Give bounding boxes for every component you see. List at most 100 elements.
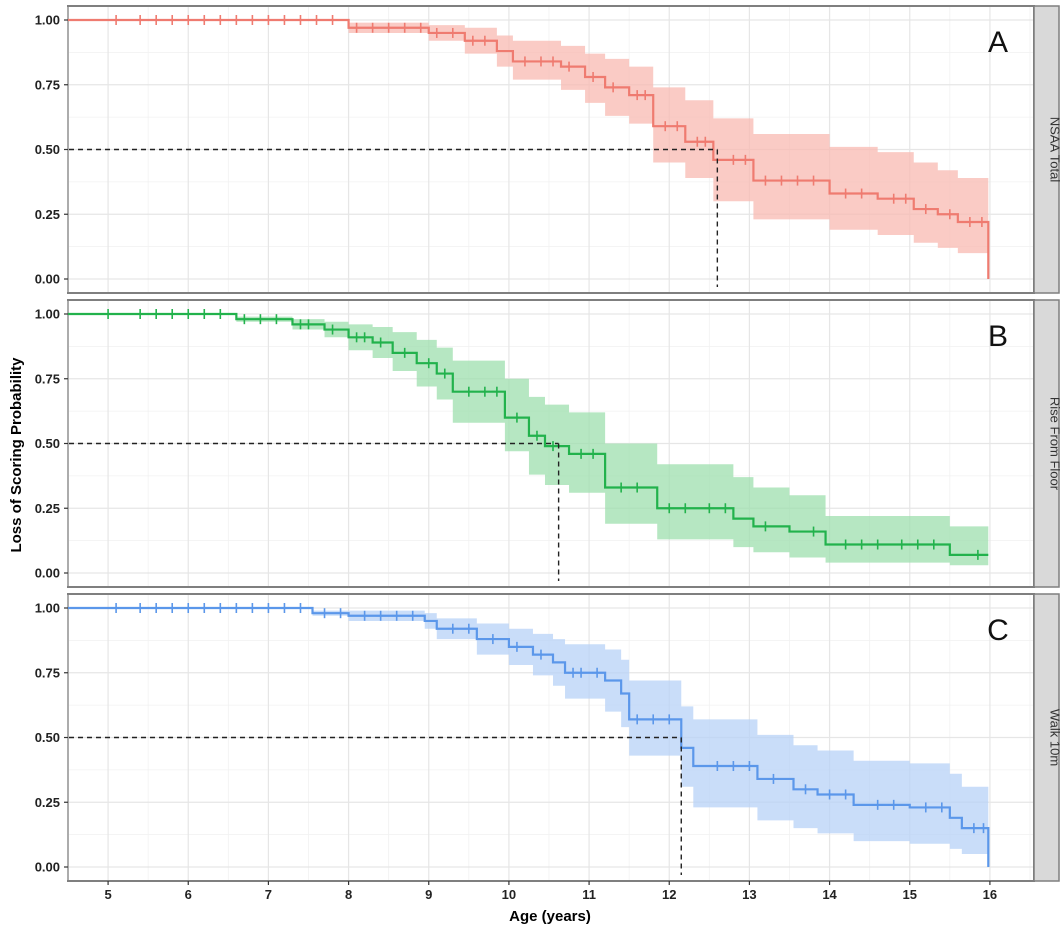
censor-mark: [231, 603, 242, 613]
y-tick-label: 0.50: [35, 730, 60, 745]
censor-mark: [576, 667, 587, 678]
censor-mark: [936, 802, 947, 813]
censor-mark: [423, 358, 434, 369]
censor-mark: [295, 15, 306, 25]
censor-mark: [616, 482, 627, 493]
y-tick-label: 0.00: [35, 566, 60, 581]
facet-strip: [1033, 299, 1060, 588]
y-tick-label: 1.00: [35, 307, 60, 322]
censor-mark: [215, 309, 226, 319]
panel-letter: A: [988, 26, 1008, 59]
censor-mark: [720, 503, 731, 514]
y-tick-label: 0.50: [35, 436, 60, 451]
panel-c: Walk 10m 0.00 0.25 0.50 0.75 1.00 C: [35, 593, 1061, 882]
censor-mark: [888, 799, 899, 810]
censor-mark: [704, 503, 715, 514]
x-tick-label: 15: [903, 887, 917, 902]
censor-mark: [972, 549, 983, 560]
censor-mark: [375, 337, 386, 348]
x-tick-label: 11: [582, 887, 596, 902]
y-tick-label: 0.25: [35, 795, 60, 810]
x-tick-label: 13: [742, 887, 756, 902]
censor-mark: [511, 641, 522, 652]
censor-mark: [840, 539, 851, 550]
x-axis-title: Age (years): [509, 908, 591, 925]
y-tick-label: 0.75: [35, 665, 60, 680]
censor-mark: [263, 15, 274, 25]
censor-mark: [632, 714, 643, 725]
censor-mark: [199, 15, 210, 25]
censor-mark: [407, 610, 418, 621]
censor-mark: [399, 347, 410, 358]
y-tick-label: 0.75: [35, 77, 60, 92]
censor-mark: [487, 634, 498, 645]
censor-mark: [548, 56, 559, 67]
censor-mark: [768, 773, 779, 784]
censor-mark: [760, 175, 771, 186]
censor-mark: [391, 610, 402, 621]
censor-mark: [431, 27, 442, 38]
censor-mark: [183, 309, 194, 319]
panels-group: NSAA Total 0.00 0.25 0.50 0.75 1.00 A Rise From…: [35, 5, 1061, 902]
x-tick-label: 14: [822, 887, 837, 902]
censor-mark: [664, 714, 675, 725]
censor-mark: [303, 319, 314, 330]
censor-mark: [239, 314, 250, 325]
censor-mark: [375, 610, 386, 621]
censor-mark: [311, 15, 322, 25]
censor-mark: [856, 188, 867, 199]
censor-mark: [792, 175, 803, 186]
y-tick-label: 0.25: [35, 501, 60, 516]
censor-mark: [463, 386, 474, 397]
confidence-band: [68, 608, 989, 855]
censor-mark: [976, 217, 987, 228]
facet-strip-label: Rise From Floor: [1048, 397, 1061, 491]
censor-mark: [872, 799, 883, 810]
facet-strip: [1033, 5, 1060, 294]
panel-a: NSAA Total 0.00 0.25 0.50 0.75 1.00 A: [35, 5, 1061, 294]
censor-mark: [111, 15, 122, 25]
censor-mark: [335, 608, 346, 619]
censor-mark: [680, 503, 691, 514]
facet-strip: [1033, 593, 1060, 882]
censor-mark: [519, 56, 530, 67]
censor-mark: [183, 603, 194, 613]
censor-mark: [900, 193, 911, 204]
censor-mark: [167, 15, 178, 25]
censor-mark: [588, 71, 599, 82]
censor-mark: [135, 15, 146, 25]
panel-letter: C: [987, 614, 1009, 647]
censor-mark: [912, 539, 923, 550]
censor-mark: [111, 603, 122, 613]
censor-mark: [856, 539, 867, 550]
censor-mark: [255, 314, 266, 325]
x-axis: 5 6 7 8 9 10 11 12 13 14 15 16: [104, 881, 997, 902]
censor-mark: [672, 121, 683, 132]
x-tick-label: 8: [345, 887, 352, 902]
censor-mark: [151, 15, 162, 25]
censor-mark: [824, 789, 835, 800]
censor-mark: [944, 209, 955, 220]
censor-mark: [103, 309, 114, 319]
censor-mark: [564, 61, 575, 72]
censor-mark: [359, 610, 370, 621]
censor-mark: [872, 539, 883, 550]
censor-mark: [447, 27, 458, 38]
censor-mark: [660, 121, 671, 132]
censor-mark: [840, 188, 851, 199]
censor-mark: [279, 15, 290, 25]
censor-mark: [199, 309, 210, 319]
censor-mark: [978, 823, 989, 834]
censor-mark: [800, 784, 811, 795]
censor-mark: [151, 309, 162, 319]
censor-mark: [135, 309, 146, 319]
y-tick-label: 0.25: [35, 207, 60, 222]
censor-mark: [399, 22, 410, 33]
censor-mark: [383, 22, 394, 33]
confidence-band: [68, 314, 989, 566]
censor-mark: [511, 412, 522, 423]
censor-mark: [840, 789, 851, 800]
y-tick-label: 0.50: [35, 142, 60, 157]
survival-curve: [68, 312, 989, 556]
censor-mark: [968, 823, 979, 834]
